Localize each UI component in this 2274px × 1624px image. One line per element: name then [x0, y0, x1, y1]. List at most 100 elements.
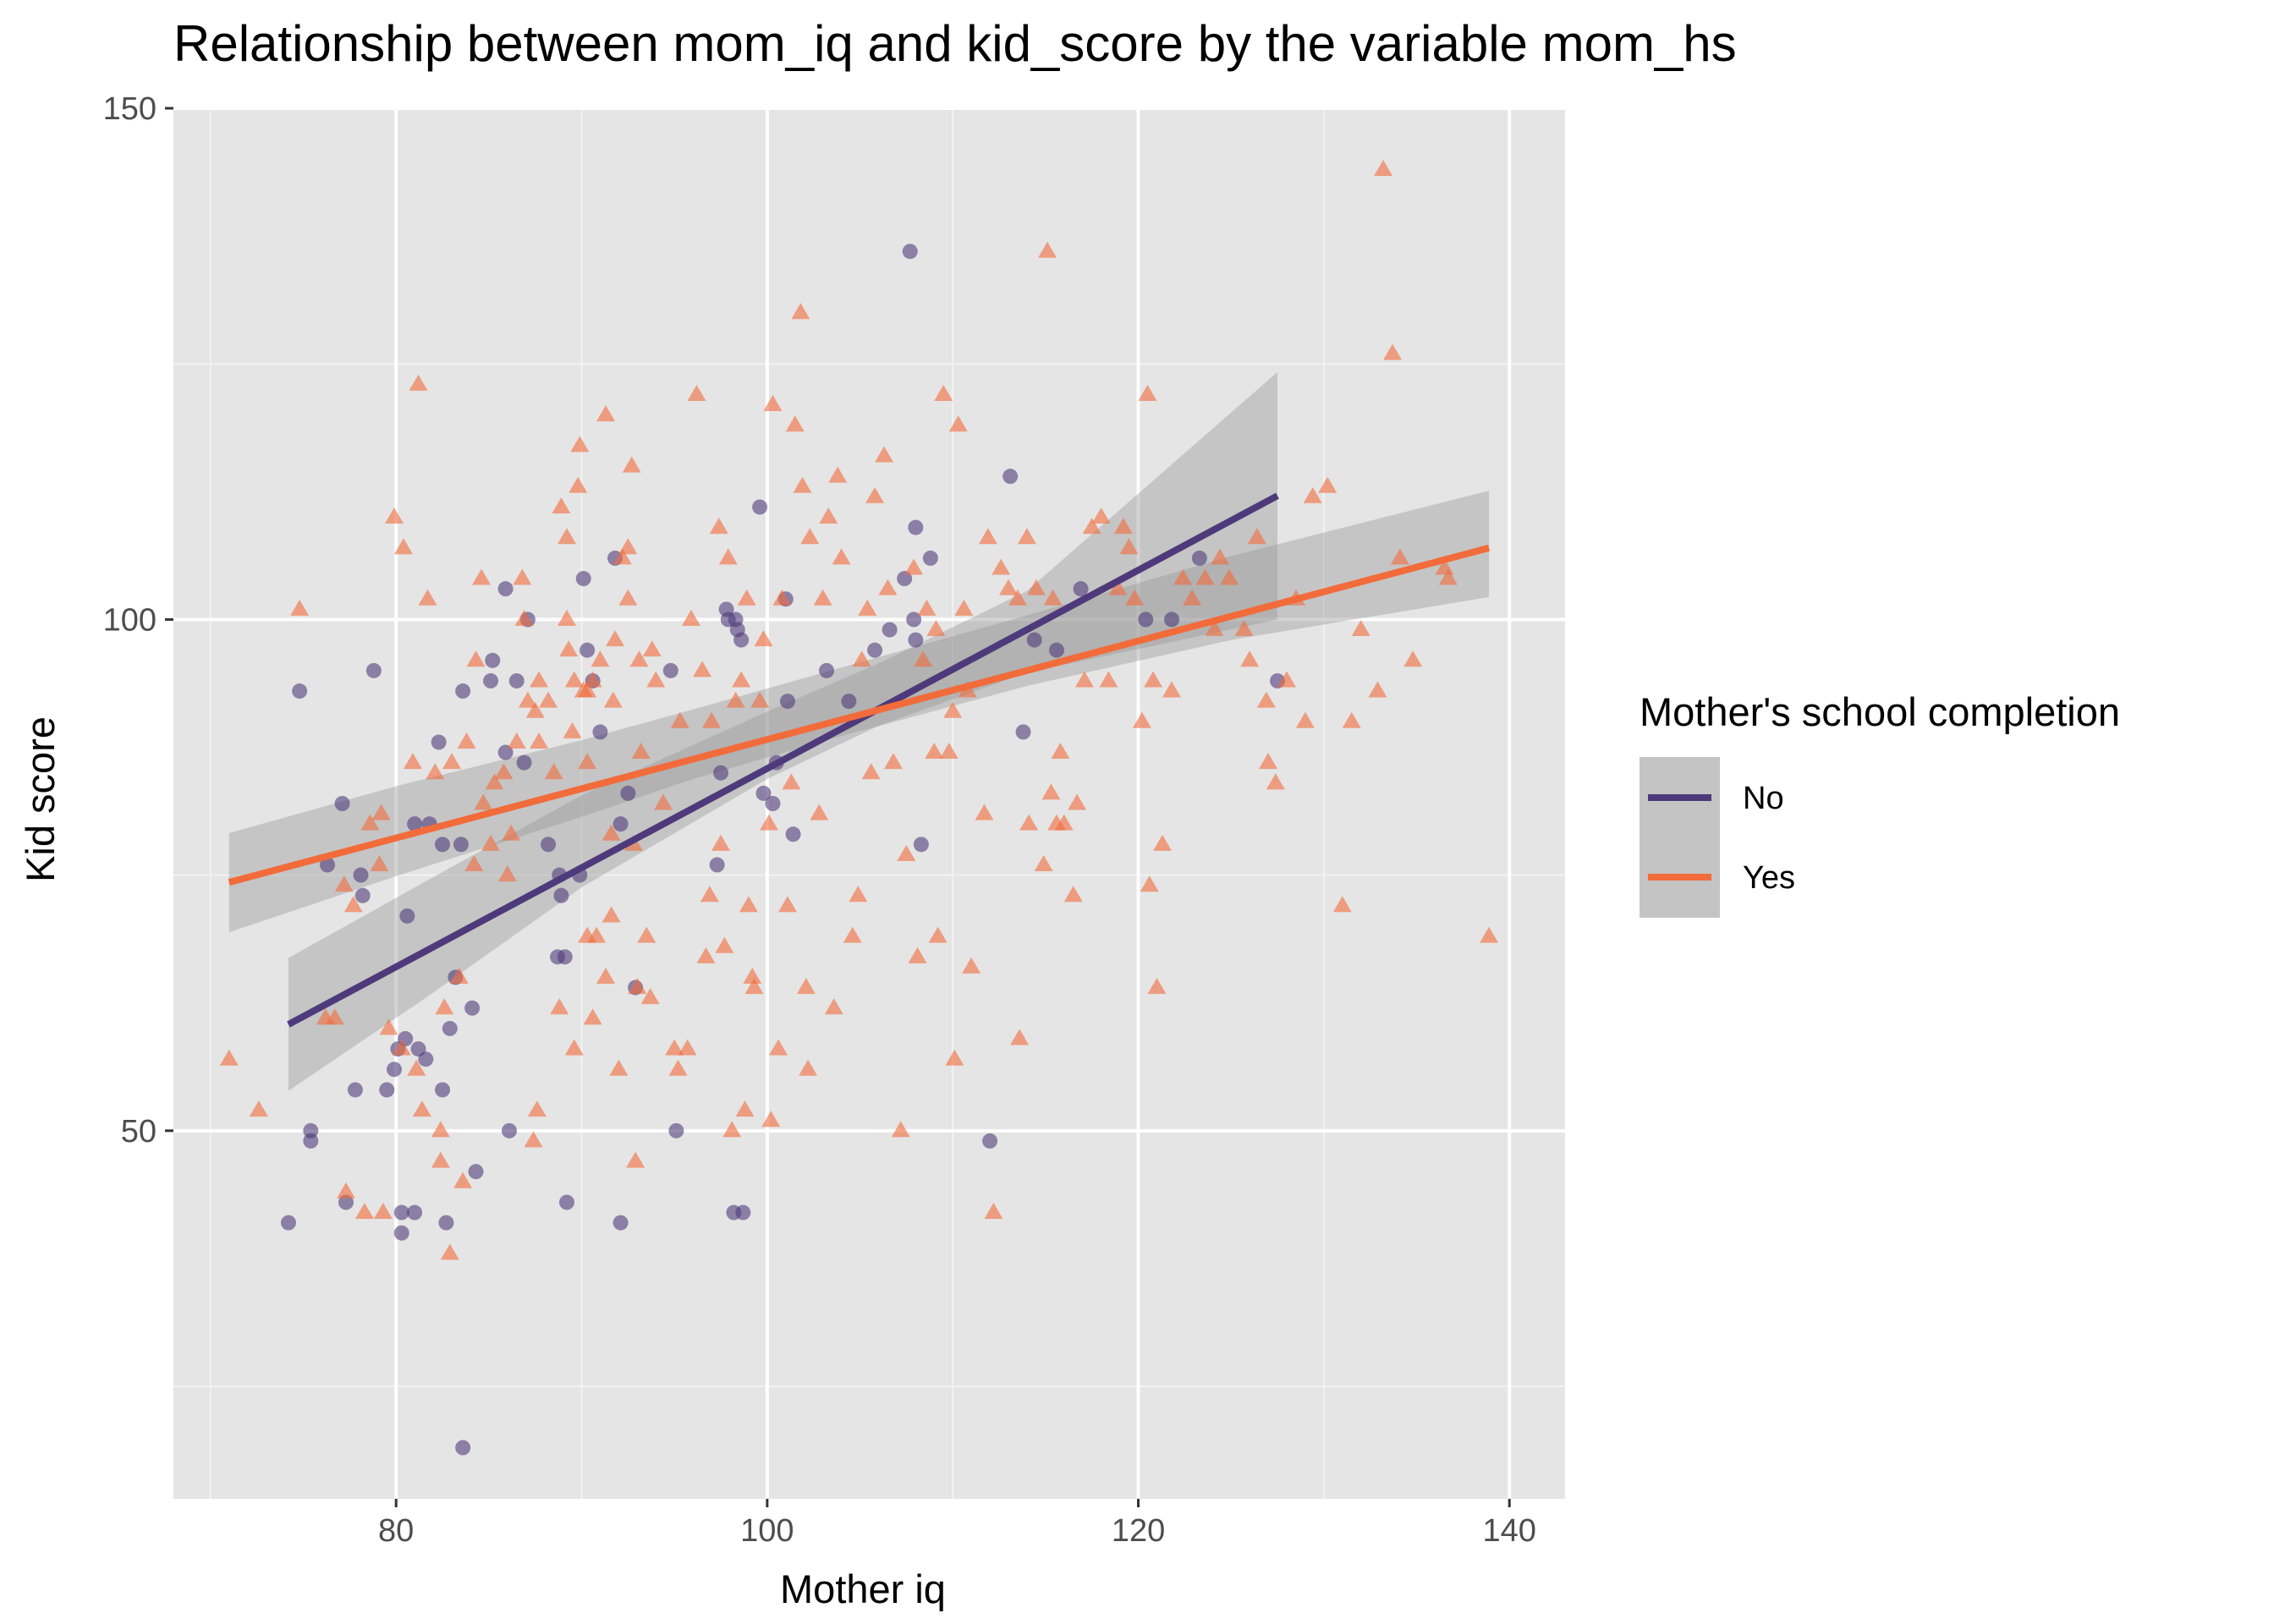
point-no — [1191, 550, 1207, 566]
point-yes — [1144, 671, 1163, 688]
point-no — [867, 642, 883, 658]
point-yes — [978, 528, 997, 545]
point-no — [320, 857, 336, 873]
point-yes — [497, 865, 517, 882]
point-yes — [1010, 1029, 1030, 1045]
point-no — [620, 785, 636, 801]
point-no — [393, 1225, 409, 1241]
point-no — [338, 1194, 354, 1210]
point-yes — [681, 609, 700, 626]
point-yes — [1295, 711, 1315, 728]
point-yes — [796, 978, 816, 995]
point-yes — [722, 1121, 742, 1138]
point-yes — [435, 998, 454, 1015]
point-no — [662, 662, 678, 678]
x-tick-label: 120 — [1112, 1513, 1165, 1549]
point-yes — [371, 804, 391, 820]
point-no — [1049, 642, 1065, 658]
legend: Mother's school completion No Yes — [1640, 689, 2120, 918]
point-no — [709, 857, 725, 873]
point-yes — [1318, 476, 1337, 493]
point-no — [516, 754, 532, 771]
point-yes — [1026, 579, 1046, 595]
point-yes — [373, 1203, 393, 1220]
point-no — [353, 867, 369, 883]
fit-line-yes — [228, 544, 1491, 886]
point-no — [303, 1133, 319, 1149]
point-no — [407, 1204, 423, 1221]
point-yes — [1147, 978, 1167, 995]
point-yes — [1256, 691, 1276, 708]
point-yes — [904, 558, 924, 575]
point-no — [280, 1215, 296, 1231]
point-yes — [1195, 568, 1215, 585]
point-yes — [596, 405, 616, 422]
point-yes — [407, 1059, 426, 1076]
minor-gridlines — [173, 108, 1565, 1499]
point-yes — [1173, 568, 1193, 585]
point-yes — [711, 834, 731, 851]
point-yes — [334, 875, 354, 892]
point-no — [485, 652, 501, 668]
point-yes — [431, 1151, 450, 1168]
point-no — [393, 1204, 409, 1221]
point-yes — [1240, 650, 1260, 667]
point-yes — [524, 1131, 543, 1148]
point-yes — [640, 988, 660, 1005]
point-yes — [1068, 793, 1087, 810]
point-yes — [939, 743, 958, 760]
point-yes — [852, 650, 871, 667]
point-no — [387, 1062, 403, 1078]
major-gridlines — [173, 107, 1565, 1499]
point-yes — [709, 518, 728, 535]
point-no — [354, 887, 371, 903]
point-no — [752, 499, 768, 515]
point-yes — [578, 753, 597, 770]
point-yes — [494, 763, 514, 780]
point-yes — [891, 1121, 910, 1138]
point-yes — [849, 886, 868, 903]
point-yes — [370, 855, 389, 872]
point-yes — [772, 589, 792, 606]
point-yes — [637, 926, 656, 943]
point-yes — [1074, 671, 1094, 688]
point-yes — [914, 650, 933, 667]
point-yes — [1162, 681, 1182, 698]
point-yes — [782, 773, 801, 790]
point-yes — [440, 1243, 459, 1260]
point-yes — [858, 599, 877, 616]
point-yes — [718, 548, 738, 565]
point-yes — [1403, 650, 1423, 667]
point-yes — [668, 1059, 688, 1076]
point-yes — [1119, 538, 1139, 555]
point-no — [765, 796, 781, 811]
point-no — [785, 826, 801, 842]
point-no — [464, 1000, 481, 1016]
point-yes — [507, 732, 526, 749]
point-yes — [1438, 568, 1458, 585]
point-yes — [336, 1182, 355, 1199]
point-yes — [392, 1039, 411, 1056]
y-tick-label: 150 — [103, 91, 157, 127]
point-yes — [559, 640, 579, 657]
point-yes — [609, 1059, 629, 1076]
point-yes — [583, 1008, 602, 1025]
point-no — [1015, 724, 1031, 740]
point-yes — [975, 804, 994, 820]
point-yes — [828, 466, 848, 483]
point-yes — [379, 1018, 398, 1035]
point-yes — [1383, 343, 1403, 360]
point-yes — [464, 855, 484, 872]
point-yes — [628, 978, 647, 995]
point-no — [435, 1082, 451, 1098]
point-yes — [962, 957, 981, 974]
point-yes — [646, 671, 666, 688]
point-no — [497, 581, 514, 597]
confidence-bands — [228, 371, 1490, 1091]
point-yes — [945, 1049, 964, 1066]
point-yes — [502, 824, 521, 841]
point-yes — [622, 456, 641, 473]
point-yes — [732, 671, 751, 688]
point-no — [435, 837, 451, 853]
